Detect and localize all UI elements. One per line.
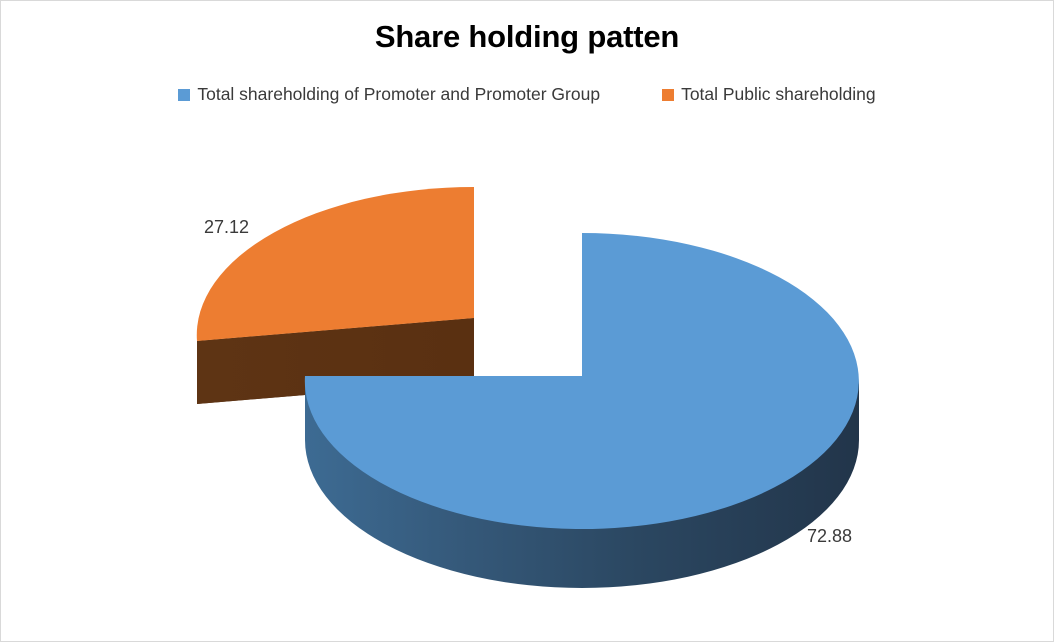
pie-slice-promoter-top <box>304 233 859 529</box>
pie-slice-public-top <box>196 186 474 341</box>
data-label-promoter: 72.88 <box>807 526 852 546</box>
legend-label-promoter: Total shareholding of Promoter and Promo… <box>197 84 601 104</box>
legend-swatch-icon <box>178 88 191 101</box>
legend-item-promoter[interactable]: Total shareholding of Promoter and Promo… <box>178 84 601 104</box>
legend-label-public: Total Public shareholding <box>681 84 876 104</box>
pie-slice-promoter-side <box>305 376 859 588</box>
legend-swatch-icon <box>662 88 675 101</box>
pie-slice-promoter[interactable] <box>304 233 859 588</box>
data-label-public: 27.12 <box>204 217 249 237</box>
chart-title: Share holding patten <box>374 19 680 54</box>
chart-legend: Total shareholding of Promoter and Promo… <box>1 84 1053 104</box>
legend-item-public[interactable]: Total Public shareholding <box>662 84 876 104</box>
